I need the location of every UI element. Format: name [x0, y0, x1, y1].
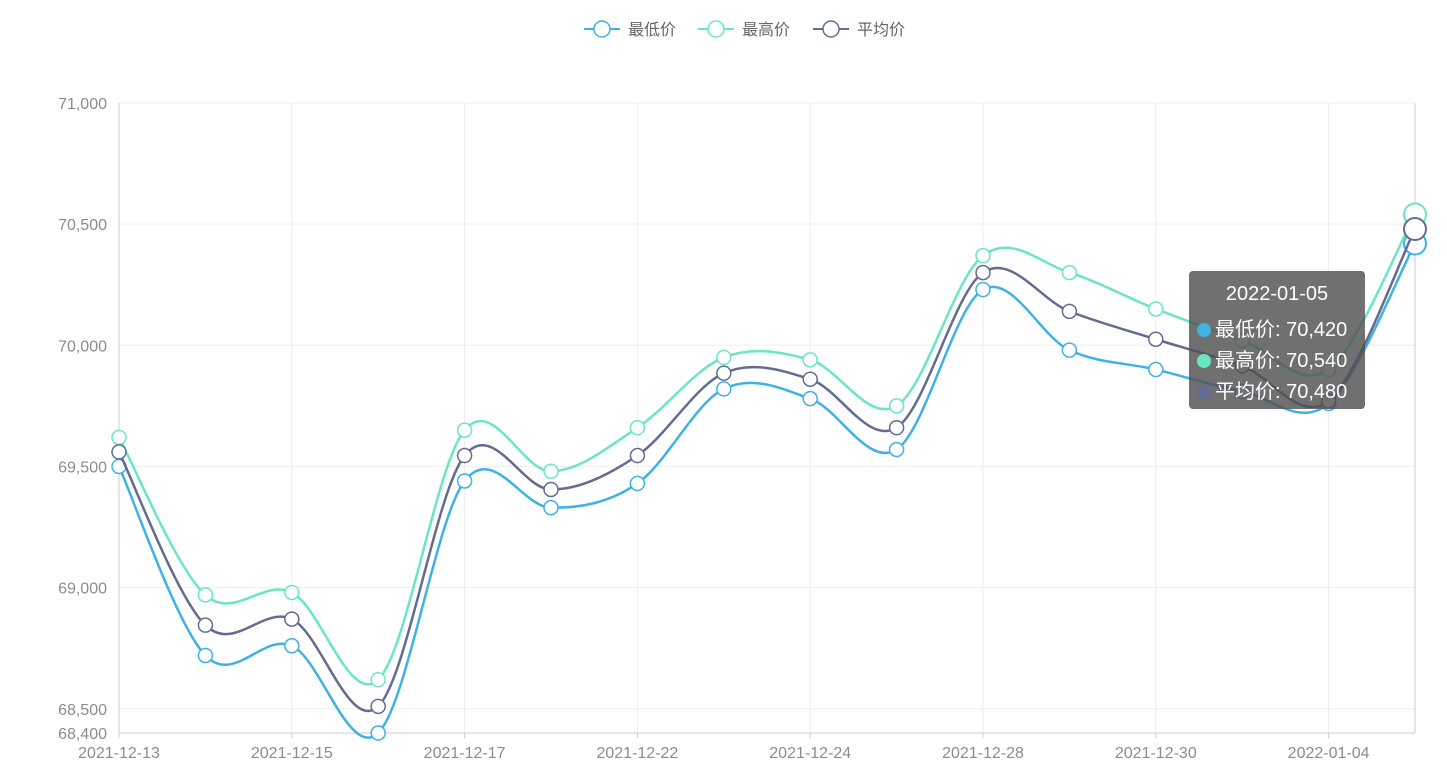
tooltip-label-avg: 平均价: 70,480 — [1215, 381, 1348, 403]
data-point-min[interactable] — [802, 390, 818, 407]
data-point-max[interactable] — [197, 587, 214, 603]
data-point-min[interactable] — [284, 638, 300, 654]
data-point-avg[interactable] — [370, 698, 386, 715]
x-tick-label: 2021-12-17 — [424, 745, 506, 762]
data-point-max[interactable] — [629, 419, 646, 436]
y-tick-label: 71,000 — [58, 96, 107, 113]
x-tick-label: 2021-12-24 — [769, 745, 851, 762]
tooltip-dot-avg — [1197, 385, 1211, 399]
legend-marker-min — [593, 20, 611, 38]
legend-label-max: 最高价 — [742, 21, 790, 39]
data-point-avg[interactable] — [975, 264, 991, 281]
y-tick-label: 68,500 — [58, 702, 107, 719]
data-point-max[interactable] — [888, 398, 905, 414]
data-point-avg[interactable] — [456, 447, 473, 464]
data-point-max[interactable] — [543, 463, 559, 480]
tooltip-dot-min — [1197, 323, 1211, 337]
data-point-avg[interactable] — [1403, 217, 1427, 241]
tooltip-title: 2022-01-05 — [1225, 283, 1329, 305]
data-point-max[interactable] — [111, 429, 127, 446]
tooltip-row-min: 最低价: 70,420 — [1197, 313, 1347, 342]
legend-item-avg[interactable]: 平均价 — [813, 20, 905, 39]
x-tick-label: 2022-01-04 — [1288, 745, 1370, 762]
data-point-min[interactable] — [716, 381, 732, 397]
axes: 68,400 68,500 69,000 69,500 70,000 70,500 71,0… — [58, 96, 1416, 762]
data-point-avg[interactable] — [284, 611, 300, 627]
x-tick-label: 2021-12-28 — [942, 745, 1024, 762]
data-point-min[interactable] — [888, 441, 905, 458]
data-point-min[interactable] — [1148, 361, 1164, 378]
legend[interactable]: 最低价 最高价 平均价 — [584, 20, 905, 39]
data-point-min[interactable] — [456, 473, 473, 489]
legend-item-min[interactable]: 最低价 — [584, 20, 676, 39]
x-tick-label: 2021-12-13 — [78, 745, 160, 762]
legend-label-min: 最低价 — [628, 21, 676, 39]
data-point-max[interactable] — [975, 247, 991, 264]
data-point-max[interactable] — [802, 352, 818, 368]
tooltip-row-avg: 平均价: 70,480 — [1197, 375, 1347, 404]
data-point-avg[interactable] — [1148, 331, 1164, 347]
data-point-max[interactable] — [1061, 264, 1078, 281]
tooltip-label-min: 最低价: 70,420 — [1215, 319, 1348, 341]
data-point-min[interactable] — [543, 499, 559, 516]
data-point-avg[interactable] — [716, 365, 732, 381]
legend-marker-avg — [822, 20, 840, 38]
y-tick-label: 68,400 — [58, 726, 107, 743]
data-point-avg[interactable] — [111, 444, 127, 460]
legend-item-max[interactable]: 最高价 — [698, 20, 790, 39]
x-tick-label: 2021-12-15 — [251, 745, 333, 762]
data-point-max[interactable] — [456, 422, 473, 438]
data-point-max[interactable] — [284, 584, 300, 601]
data-point-min[interactable] — [197, 647, 214, 664]
data-point-max[interactable] — [1148, 301, 1164, 317]
data-point-min[interactable] — [370, 725, 386, 741]
y-tick-label: 70,500 — [58, 217, 107, 234]
tooltip-dot-max — [1197, 354, 1211, 368]
y-tick-label: 70,000 — [58, 338, 107, 355]
tooltip: 2022-01-05 最低价: 70,420 最高价: 70,540 平均价: … — [1189, 271, 1365, 409]
data-point-max[interactable] — [716, 349, 732, 366]
x-tick-label: 2021-12-30 — [1115, 745, 1197, 762]
data-point-avg[interactable] — [888, 419, 905, 436]
grid-lines — [118, 102, 1415, 733]
y-tick-label: 69,000 — [58, 581, 107, 598]
data-point-avg[interactable] — [197, 617, 214, 633]
data-point-avg[interactable] — [543, 481, 559, 498]
legend-label-avg: 平均价 — [857, 21, 905, 39]
y-tick-label: 69,500 — [58, 459, 107, 476]
data-point-avg[interactable] — [802, 371, 818, 387]
data-point-avg[interactable] — [1061, 303, 1078, 320]
tooltip-label-max: 最高价: 70,540 — [1215, 350, 1348, 372]
data-point-min[interactable] — [1061, 342, 1078, 358]
legend-marker-max — [707, 20, 725, 38]
tooltip-row-max: 最高价: 70,540 — [1197, 344, 1347, 373]
data-point-avg[interactable] — [629, 447, 646, 464]
data-point-max[interactable] — [370, 671, 386, 688]
data-point-min[interactable] — [629, 475, 646, 492]
data-point-min[interactable] — [975, 281, 991, 298]
x-tick-label: 2021-12-22 — [596, 745, 678, 762]
